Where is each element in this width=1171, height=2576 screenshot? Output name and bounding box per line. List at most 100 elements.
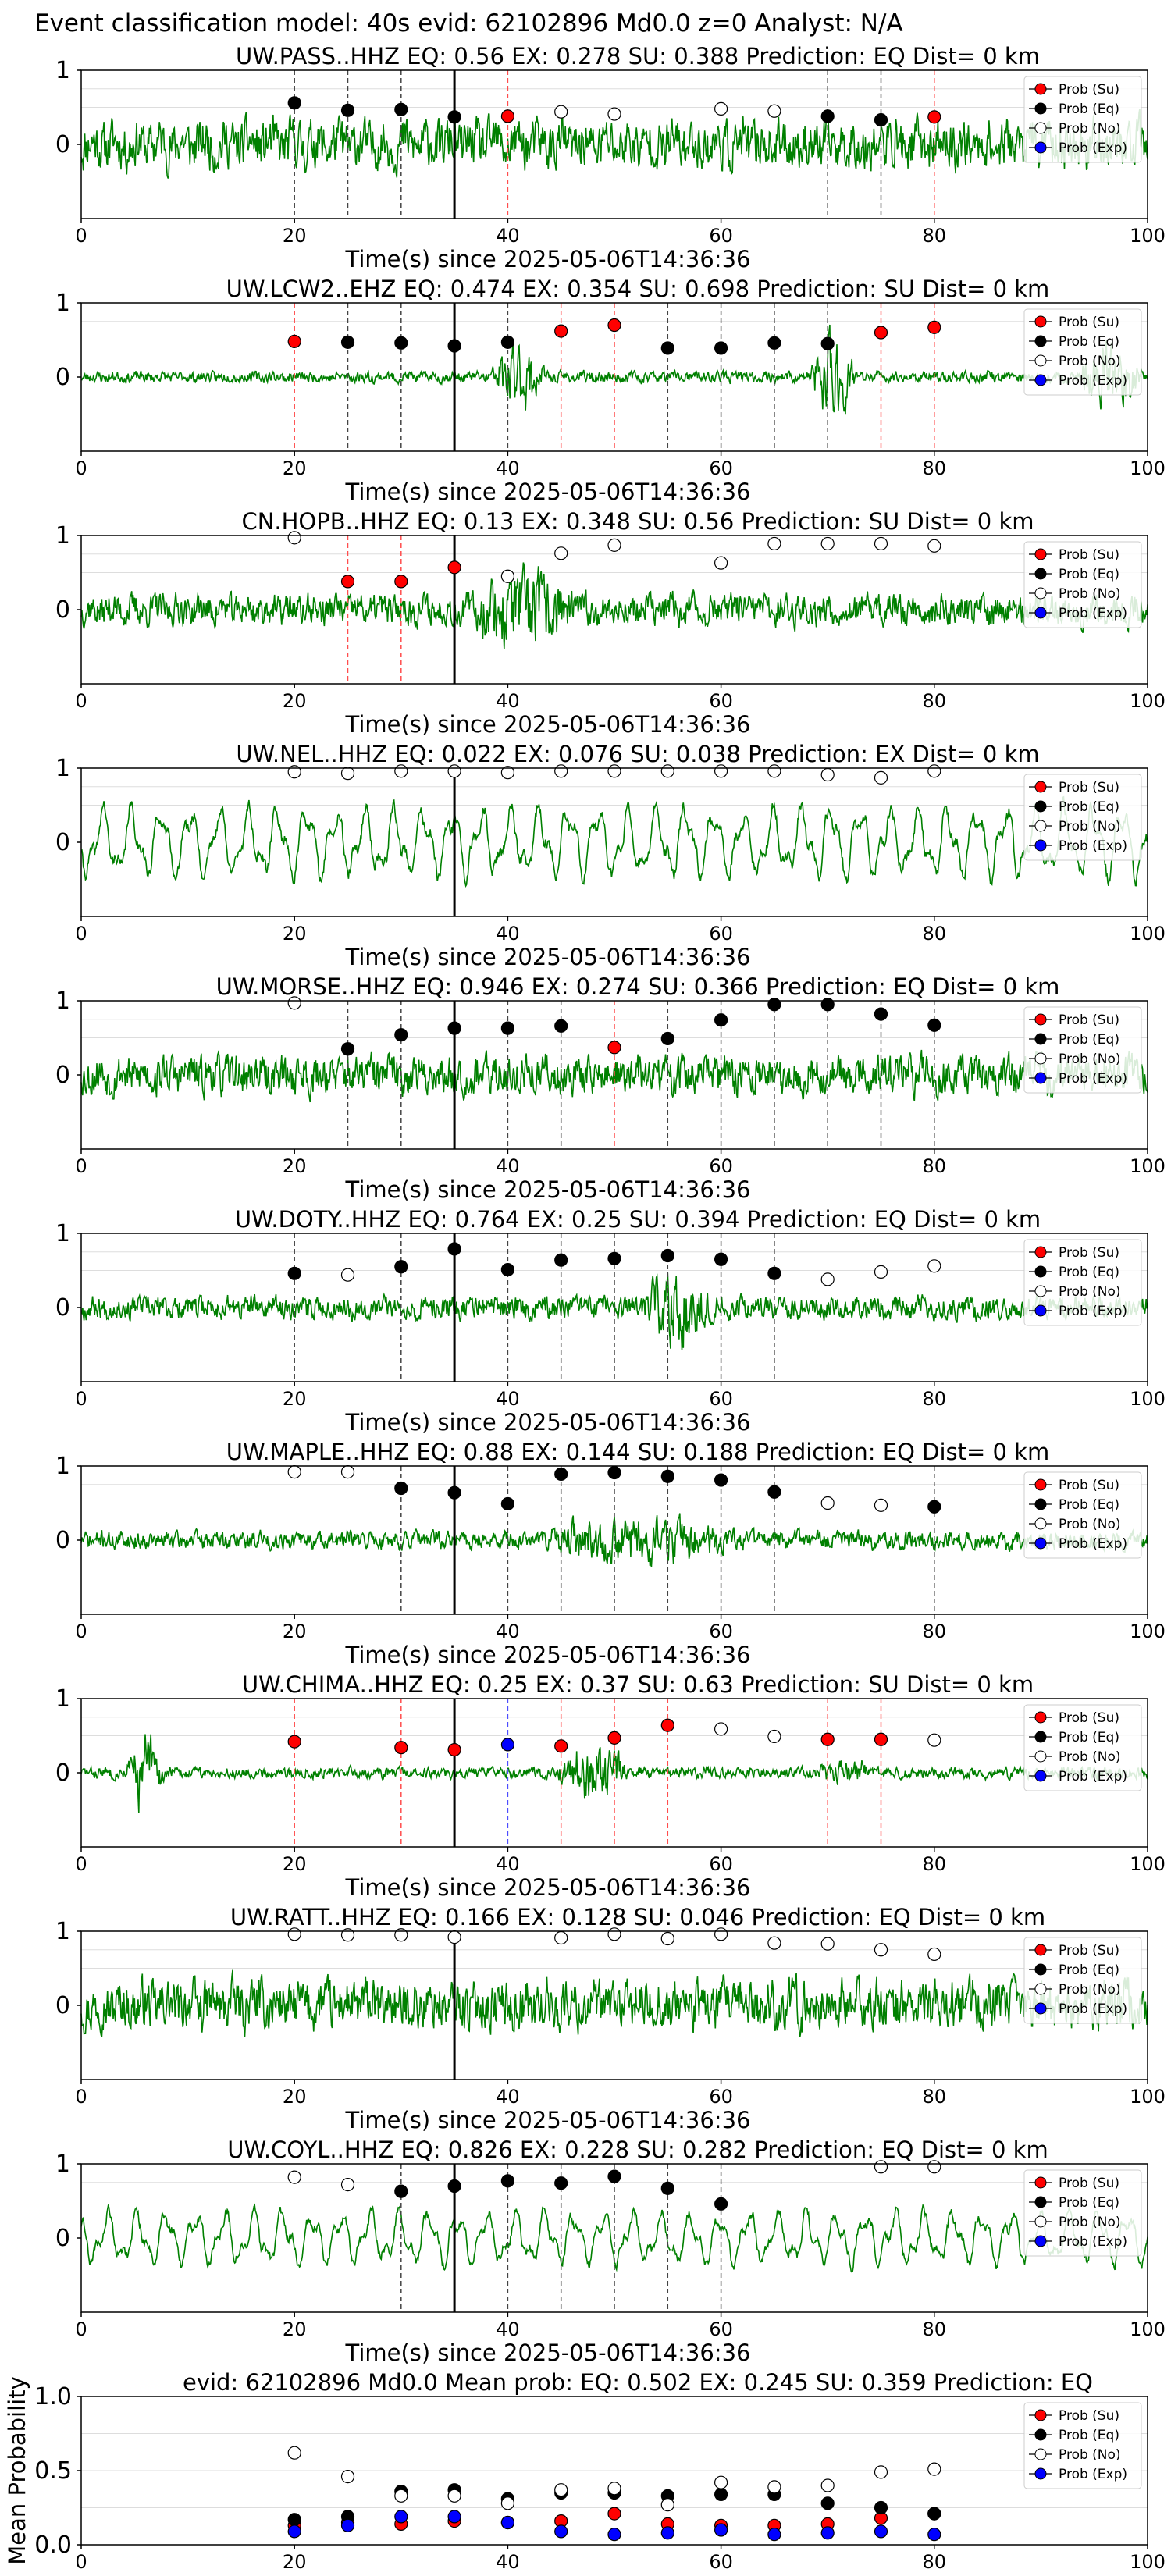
legend-label: Prob (Exp) xyxy=(1059,373,1127,389)
y-tick-label: 1 xyxy=(55,290,70,317)
legend-box xyxy=(1023,1704,1142,1791)
panel-5: UW.MORSE..HHZ EQ: 0.946 EX: 0.274 SU: 0.… xyxy=(55,973,1166,1203)
panel-6: UW.DOTY..HHZ EQ: 0.764 EX: 0.25 SU: 0.39… xyxy=(55,1206,1166,1436)
x-tick-label: 20 xyxy=(283,2551,307,2573)
mean-point-exp xyxy=(287,2524,301,2539)
prob-point-no xyxy=(927,1733,941,1747)
mean-point-exp xyxy=(714,2523,728,2537)
prob-point-su xyxy=(394,1741,408,1755)
x-tick-label: 20 xyxy=(283,2318,307,2340)
legend-entry-eq: Prob (Eq) xyxy=(1029,1730,1119,1745)
legend-label: Prob (Eq) xyxy=(1059,2195,1119,2211)
prob-point-eq xyxy=(394,1260,408,1274)
legend-label: Prob (No) xyxy=(1059,121,1121,137)
prob-point-eq xyxy=(394,2184,408,2198)
prob-point-no xyxy=(340,1268,355,1282)
x-tick-label: 0 xyxy=(75,923,87,945)
prob-point-eq xyxy=(607,2169,621,2183)
prob-point-no xyxy=(927,1259,941,1273)
prob-point-eq xyxy=(447,1021,461,1035)
prob-point-no xyxy=(927,1947,941,1962)
y-tick-label: 0 xyxy=(55,364,70,391)
legend-label: Prob (No) xyxy=(1059,2215,1121,2230)
legend-box xyxy=(1023,2402,1142,2489)
x-tick-label: 20 xyxy=(283,457,307,479)
legend-entry-no: Prob (No) xyxy=(1029,121,1121,137)
prob-point-no xyxy=(340,2178,355,2192)
legend-entry-su: Prob (Su) xyxy=(1029,780,1119,795)
legend-entry-eq: Prob (Eq) xyxy=(1029,2428,1119,2443)
legend-entry-eq: Prob (Eq) xyxy=(1029,1032,1119,1048)
legend-entry-eq: Prob (Eq) xyxy=(1029,1962,1119,1978)
prob-point-exp xyxy=(500,1738,515,1752)
prob-point-no xyxy=(820,1272,835,1286)
prob-point-eq xyxy=(394,1028,408,1042)
waveform-trace xyxy=(80,562,1148,649)
y-tick-label: 1 xyxy=(55,987,70,1015)
legend-entry-exp: Prob (Exp) xyxy=(1029,1304,1127,1319)
legend-entry-eq: Prob (Eq) xyxy=(1029,334,1119,350)
prob-point-eq xyxy=(287,96,301,110)
x-tick-label: 100 xyxy=(1130,923,1166,945)
x-axis-label: Time(s) since 2025-05-06T14:36:36 xyxy=(345,479,751,505)
prob-point-no xyxy=(767,764,781,778)
legend-marker-no xyxy=(1034,122,1047,134)
y-tick-label: 1 xyxy=(55,1220,70,1247)
mean-point-no xyxy=(394,2489,408,2503)
panel-title: UW.COYL..HHZ EQ: 0.826 EX: 0.228 SU: 0.2… xyxy=(227,2137,1048,2163)
legend-marker-su xyxy=(1034,1013,1047,1026)
x-tick-label: 60 xyxy=(709,2086,733,2108)
y-tick-label: 0 xyxy=(55,1294,70,1322)
prob-point-eq xyxy=(447,1242,461,1256)
legend-marker-no xyxy=(1034,1052,1047,1065)
prob-point-eq xyxy=(500,1496,515,1511)
legend-box xyxy=(1023,76,1142,163)
prob-point-eq xyxy=(500,1021,515,1035)
legend-entry-su: Prob (Su) xyxy=(1029,1245,1119,1261)
panel-title: UW.MAPLE..HHZ EQ: 0.88 EX: 0.144 SU: 0.1… xyxy=(226,1439,1049,1465)
mean-point-no xyxy=(660,2498,674,2512)
prob-point-no xyxy=(287,1464,301,1479)
legend-marker-su xyxy=(1034,548,1047,560)
x-axis-label: Time(s) since 2025-05-06T14:36:36 xyxy=(345,1176,751,1203)
legend-box xyxy=(1023,1006,1142,1094)
mean-point-no xyxy=(447,2489,461,2503)
x-axis-label: Time(s) since 2025-05-06T14:36:36 xyxy=(345,944,751,970)
prob-point-eq xyxy=(820,109,835,123)
prob-point-su xyxy=(447,560,461,575)
prob-point-eq xyxy=(714,1473,728,1487)
legend-box xyxy=(1023,1937,1142,2024)
x-tick-label: 0 xyxy=(75,457,87,479)
prob-point-su xyxy=(874,326,888,340)
legend-label: Prob (Exp) xyxy=(1059,141,1127,156)
prob-point-eq xyxy=(447,110,461,124)
legend-box xyxy=(1023,2169,1142,2257)
legend-marker-eq xyxy=(1034,1731,1047,1743)
mean-point-exp xyxy=(394,2510,408,2524)
prob-point-su xyxy=(394,575,408,589)
mean-point-no xyxy=(607,2482,621,2496)
legend-label: Prob (Exp) xyxy=(1059,2467,1127,2482)
prob-point-no xyxy=(874,1943,888,1957)
legend-label: Prob (Su) xyxy=(1059,2176,1119,2191)
x-axis-label: Time(s) since 2025-05-06T14:36:36 xyxy=(345,2107,751,2133)
legend-marker-eq xyxy=(1034,2196,1047,2208)
legend-entry-su: Prob (Su) xyxy=(1029,1710,1119,1726)
mean-point-no xyxy=(500,2496,515,2510)
x-tick-label: 100 xyxy=(1130,1155,1166,1177)
legend-label: Prob (Exp) xyxy=(1059,1536,1127,1552)
panel-title: UW.NEL..HHZ EQ: 0.022 EX: 0.076 SU: 0.03… xyxy=(236,741,1039,767)
prob-point-no xyxy=(287,2170,301,2184)
x-tick-label: 40 xyxy=(496,690,520,712)
legend-marker-no xyxy=(1034,1285,1047,1297)
prob-point-no xyxy=(874,2160,888,2174)
legend-marker-eq xyxy=(1034,800,1047,813)
x-tick-label: 100 xyxy=(1130,457,1166,479)
prob-point-no xyxy=(447,1930,461,1944)
panel-8: UW.CHIMA..HHZ EQ: 0.25 EX: 0.37 SU: 0.63… xyxy=(55,1671,1166,1901)
x-tick-label: 60 xyxy=(709,690,733,712)
legend-label: Prob (Exp) xyxy=(1059,2001,1127,2017)
x-tick-label: 100 xyxy=(1130,1388,1166,1410)
legend-entry-su: Prob (Su) xyxy=(1029,2176,1119,2191)
